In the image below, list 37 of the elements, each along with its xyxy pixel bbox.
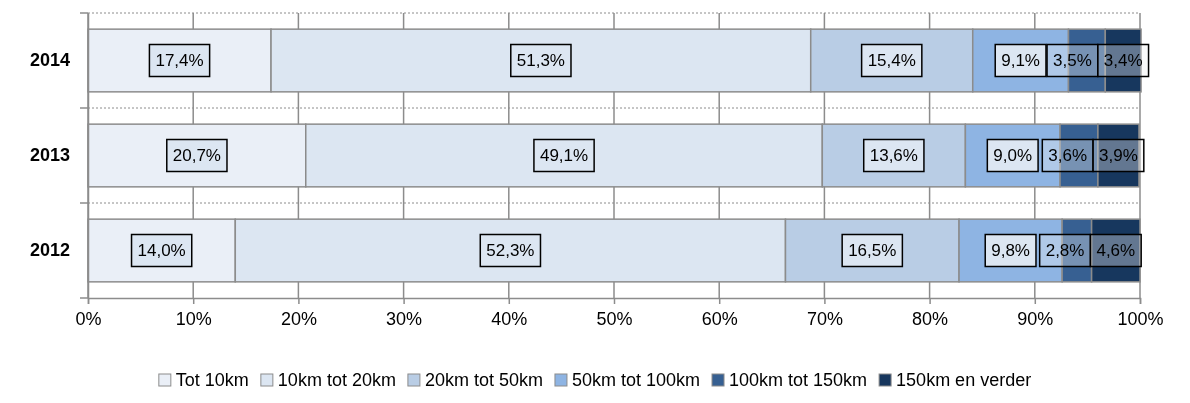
- data-label: 2,8%: [1045, 241, 1085, 260]
- data-label: 51,3%: [516, 51, 565, 70]
- data-label: 15,4%: [867, 51, 916, 70]
- data-label: 9,8%: [991, 241, 1030, 260]
- data-label: 14,0%: [137, 241, 186, 260]
- x-tick-label: 30%: [386, 308, 423, 329]
- data-label: 17,4%: [155, 51, 204, 70]
- x-tick-label: 50%: [596, 308, 633, 329]
- data-label: 3,9%: [1099, 146, 1138, 165]
- x-tick-label: 100%: [1117, 308, 1164, 329]
- data-label: 13,6%: [869, 146, 918, 165]
- data-label: 3,5%: [1053, 51, 1092, 70]
- data-label: 52,3%: [486, 241, 535, 260]
- x-tick-label: 0%: [75, 308, 102, 329]
- legend-label: 150km en verder: [896, 370, 1032, 390]
- x-tick-label: 20%: [280, 308, 317, 329]
- data-label: 3,6%: [1048, 146, 1088, 165]
- data-label: 9,1%: [1001, 51, 1040, 70]
- legend-label: 10km tot 20km: [277, 370, 396, 390]
- legend-label: 100km tot 150km: [729, 370, 868, 390]
- data-label: 9,0%: [993, 146, 1033, 165]
- x-tick-label: 80%: [912, 308, 949, 329]
- y-tick-label: 2012: [29, 240, 70, 261]
- x-tick-label: 60%: [701, 308, 738, 329]
- legend-label: 50km tot 100km: [571, 370, 701, 390]
- data-label: 20,7%: [172, 146, 221, 165]
- data-label: 4,6%: [1096, 241, 1136, 260]
- x-tick-label: 40%: [491, 308, 528, 329]
- legend-label: 20km tot 50km: [424, 370, 543, 390]
- x-tick-label: 90%: [1017, 308, 1054, 329]
- x-tick-label: 10%: [175, 308, 212, 329]
- y-tick-label: 2014: [29, 50, 70, 71]
- data-label: 49,1%: [539, 146, 589, 165]
- y-tick-label: 2013: [29, 145, 70, 166]
- data-label: 16,5%: [848, 241, 897, 260]
- legend-label: Tot 10km: [175, 370, 249, 390]
- x-tick-label: 70%: [806, 308, 843, 329]
